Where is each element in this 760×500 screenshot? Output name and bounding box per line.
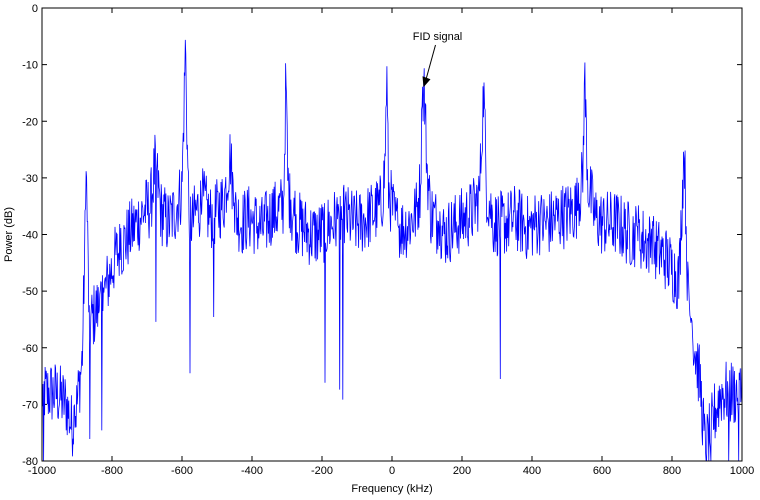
x-tick-label: 600 — [593, 465, 611, 477]
x-axis-title: Frequency (kHz) — [351, 483, 432, 495]
annotation-label: FID signal — [413, 31, 463, 43]
series-layer — [41, 39, 743, 462]
y-tick-label: -50 — [22, 286, 38, 298]
y-tick-label: -60 — [22, 343, 38, 355]
x-tick-label: 400 — [523, 465, 541, 477]
x-tick-label: -200 — [311, 465, 333, 477]
x-tick-label: -800 — [101, 465, 123, 477]
x-tick-label: -400 — [241, 465, 263, 477]
y-tick-label: -30 — [22, 173, 38, 185]
y-tick-label: -40 — [22, 230, 38, 242]
x-tick-label: 200 — [453, 465, 471, 477]
annotation-arrow-head — [422, 76, 431, 88]
x-tick-label: -1000 — [28, 465, 56, 477]
x-tick-label: -600 — [171, 465, 193, 477]
x-tick-label: 800 — [663, 465, 681, 477]
y-tick-label: -70 — [22, 399, 38, 411]
plot-frame — [41, 7, 743, 462]
tick-layer: -1000 -800 -600 -400 -200 0 200 400 600 800 1000 0 -… — [22, 3, 754, 477]
y-tick-label: -20 — [22, 116, 38, 128]
y-tick-label: -80 — [22, 456, 38, 468]
y-axis-title: Power (dB) — [3, 207, 15, 262]
spectrum-line — [41, 39, 743, 462]
x-tick-label: 0 — [389, 465, 395, 477]
annotation-layer: FID signal — [413, 31, 463, 88]
x-tick-label: 1000 — [730, 465, 754, 477]
y-tick-label: 0 — [32, 3, 38, 15]
annotation-arrow-line — [425, 44, 436, 82]
y-tick-label: -10 — [22, 60, 38, 72]
